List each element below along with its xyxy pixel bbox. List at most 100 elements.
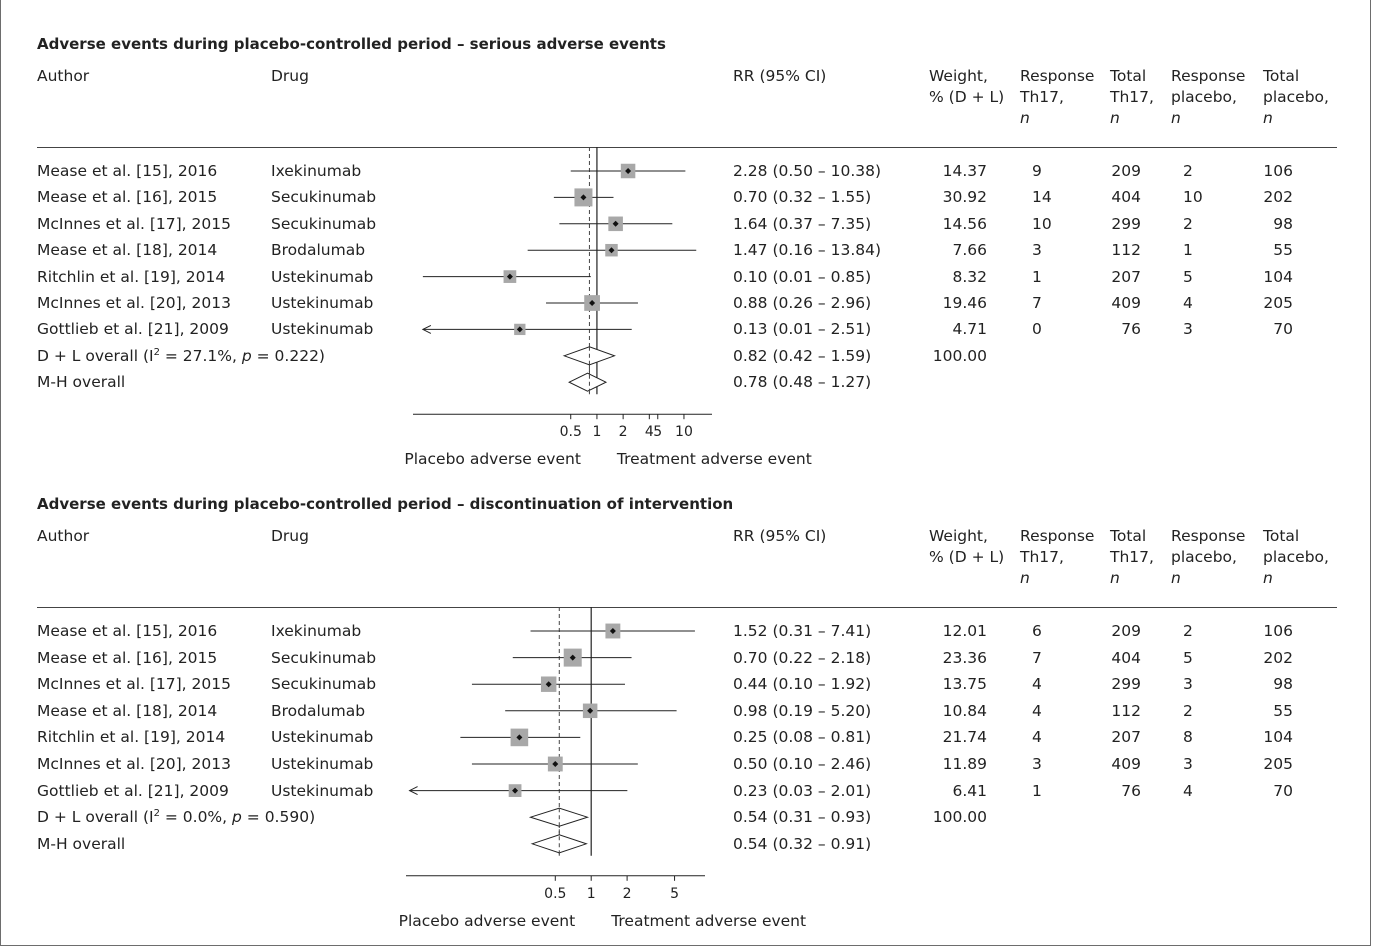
study-point-estimate bbox=[580, 194, 587, 201]
study-response-th17: 1 bbox=[1032, 267, 1042, 286]
study-response-th17: 4 bbox=[1032, 728, 1042, 747]
study-drug: Brodalumab bbox=[271, 701, 366, 720]
study-response-th17: 4 bbox=[1032, 701, 1042, 720]
col-header-total-th17: Total Th17, n bbox=[1110, 527, 1154, 587]
study-point-estimate bbox=[608, 247, 615, 254]
study-response-th17: 3 bbox=[1032, 241, 1042, 260]
study-drug: Ustekinumab bbox=[271, 320, 374, 339]
study-response-placebo: 3 bbox=[1183, 675, 1193, 694]
col-header-author: Author bbox=[37, 527, 90, 545]
overall-label-p-italic: p bbox=[232, 808, 242, 827]
study-drug: Secukinumab bbox=[271, 675, 377, 694]
study-rr-ci: 1.64 (0.37 – 7.35) bbox=[733, 214, 872, 233]
study-weight: 11.89 bbox=[942, 755, 987, 773]
study-point-estimate bbox=[569, 654, 576, 661]
x-tick-label: 1 bbox=[592, 424, 601, 440]
study-total-th17: 299 bbox=[1111, 675, 1141, 694]
study-total-placebo: 205 bbox=[1263, 294, 1293, 312]
study-author: Ritchlin et al. [19], 2014 bbox=[37, 267, 226, 286]
x-tick-label: 5 bbox=[653, 424, 662, 440]
study-total-placebo: 55 bbox=[1273, 241, 1293, 260]
study-author: Mease et al. [15], 2016 bbox=[37, 162, 218, 180]
study-weight: 8.32 bbox=[952, 267, 987, 286]
study-rr-ci: 0.98 (0.19 – 5.20) bbox=[733, 701, 872, 720]
x-tick-label: 1 bbox=[587, 886, 596, 902]
study-weight: 21.74 bbox=[942, 728, 987, 747]
study-rr-ci: 1.52 (0.31 – 7.41) bbox=[733, 622, 872, 640]
study-total-th17: 76 bbox=[1121, 781, 1141, 800]
study-response-th17: 3 bbox=[1032, 755, 1042, 773]
axis-direction-label-left: Placebo adverse event bbox=[404, 450, 581, 468]
study-drug: Secukinumab bbox=[271, 188, 377, 207]
study-author: McInnes et al. [17], 2015 bbox=[37, 675, 231, 694]
study-rr-ci: 0.25 (0.08 – 0.81) bbox=[733, 728, 872, 747]
study-total-placebo: 55 bbox=[1273, 701, 1293, 720]
study-drug: Ustekinumab bbox=[271, 267, 374, 286]
study-point-estimate bbox=[625, 168, 632, 174]
panel-title: Adverse events during placebo-controlled… bbox=[37, 495, 734, 513]
study-total-th17: 404 bbox=[1111, 648, 1141, 667]
header-rule bbox=[37, 147, 1337, 148]
study-total-th17: 207 bbox=[1111, 728, 1141, 747]
overall-label-sup: 2 bbox=[153, 346, 160, 358]
study-response-th17: 10 bbox=[1032, 214, 1052, 233]
study-weight: 12.01 bbox=[942, 622, 987, 640]
study-total-placebo: 106 bbox=[1263, 162, 1293, 180]
study-drug: Brodalumab bbox=[271, 241, 366, 260]
study-response-th17: 0 bbox=[1032, 320, 1042, 339]
ci-truncation-arrow bbox=[408, 786, 418, 796]
overall-rr-ci: 0.82 (0.42 – 1.59) bbox=[733, 346, 872, 365]
ci-truncation-arrow bbox=[421, 324, 432, 334]
study-total-placebo: 202 bbox=[1263, 648, 1293, 667]
x-tick-label: 0.5 bbox=[560, 424, 582, 440]
study-response-th17: 9 bbox=[1032, 162, 1042, 180]
overall-weight: 100.00 bbox=[932, 808, 987, 827]
study-rr-ci: 0.88 (0.26 – 2.96) bbox=[733, 294, 872, 312]
col-header-drug: Drug bbox=[271, 67, 309, 85]
study-point-estimate bbox=[589, 300, 596, 306]
study-total-th17: 209 bbox=[1111, 162, 1141, 180]
forest-plot: 0.5 1 2 4 5 10 Placebo adverse event Treatment … bbox=[404, 147, 812, 468]
study-weight: 6.41 bbox=[952, 781, 987, 800]
study-total-th17: 404 bbox=[1111, 188, 1141, 207]
study-drug: Ixekinumab bbox=[271, 622, 362, 640]
study-author: McInnes et al. [17], 2015 bbox=[37, 214, 231, 233]
study-total-th17: 112 bbox=[1111, 701, 1141, 720]
study-rr-ci: 1.47 (0.16 – 13.84) bbox=[733, 241, 882, 260]
study-author: Mease et al. [16], 2015 bbox=[37, 188, 218, 207]
study-point-estimate bbox=[609, 628, 616, 634]
study-total-th17: 76 bbox=[1121, 320, 1141, 339]
overall-label-label-pre: M-H overall bbox=[37, 373, 126, 392]
study-rr-ci: 0.13 (0.01 – 2.51) bbox=[733, 320, 872, 339]
study-drug: Secukinumab bbox=[271, 648, 377, 667]
overall-diamond bbox=[568, 372, 608, 392]
study-total-placebo: 104 bbox=[1263, 267, 1293, 286]
study-drug: Ustekinumab bbox=[271, 781, 374, 800]
col-header-author: Author bbox=[37, 67, 90, 85]
overall-label: M-H overall bbox=[37, 834, 125, 854]
study-response-th17: 14 bbox=[1032, 188, 1052, 207]
study-drug: Secukinumab bbox=[271, 214, 377, 233]
study-point-estimate bbox=[552, 761, 559, 767]
study-total-th17: 209 bbox=[1111, 622, 1141, 640]
study-total-th17: 409 bbox=[1111, 755, 1141, 773]
study-drug: Ustekinumab bbox=[271, 755, 374, 773]
study-drug: Ustekinumab bbox=[271, 294, 374, 312]
study-response-placebo: 5 bbox=[1183, 267, 1193, 286]
study-rr-ci: 0.70 (0.32 – 1.55) bbox=[733, 188, 872, 207]
study-rr-ci: 0.10 (0.01 – 0.85) bbox=[733, 267, 872, 286]
study-total-placebo: 202 bbox=[1263, 188, 1293, 207]
study-weight: 4.71 bbox=[952, 320, 987, 339]
header-rule bbox=[37, 607, 1337, 608]
study-weight: 10.84 bbox=[942, 701, 987, 720]
overall-rr-ci: 0.78 (0.48 – 1.27) bbox=[733, 373, 872, 392]
study-author: Mease et al. [18], 2014 bbox=[37, 241, 218, 260]
x-tick-label: 4 bbox=[645, 424, 654, 440]
study-rr-ci: 0.23 (0.03 – 2.01) bbox=[733, 781, 872, 800]
study-drug: Ustekinumab bbox=[271, 728, 374, 747]
study-weight: 7.66 bbox=[952, 241, 987, 260]
study-point-estimate bbox=[612, 220, 619, 227]
study-response-placebo: 3 bbox=[1183, 755, 1193, 773]
study-author: Gottlieb et al. [21], 2009 bbox=[37, 781, 229, 800]
x-tick-label: 10 bbox=[675, 424, 693, 440]
